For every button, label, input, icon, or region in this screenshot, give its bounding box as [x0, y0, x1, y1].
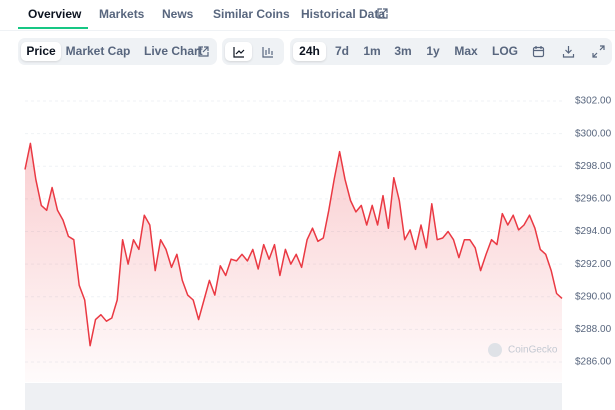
y-tick-label: $292.00 — [575, 259, 612, 270]
y-tick-label: $294.00 — [575, 226, 612, 237]
range-button[interactable]: 3m — [394, 44, 412, 58]
button-group — [222, 38, 284, 65]
range-button[interactable]: LOG — [492, 44, 518, 58]
button-group: 24h 7d 1m 3m 1y Max LOG — [290, 38, 612, 65]
watermark-logo — [488, 343, 502, 357]
calendar-icon[interactable] — [532, 45, 545, 58]
candle-button[interactable] — [254, 42, 281, 61]
price-line — [24, 142, 563, 347]
download-icon[interactable] — [562, 45, 575, 58]
line-button[interactable] — [225, 42, 252, 61]
price-chart: CoinGecko $286.00 $288.00 $290.00 $292.00 $2… — [24, 96, 612, 410]
button-group: Price Market Cap Live Chart — [18, 38, 217, 65]
watermark: CoinGecko — [508, 345, 558, 356]
button[interactable]: Market Cap — [65, 44, 131, 58]
external-icon — [198, 46, 209, 57]
tab[interactable]: Similar Coins — [213, 7, 290, 21]
tab-bar: Overview Markets News Similar Coins Hist… — [0, 0, 615, 31]
range-button[interactable]: 24h — [293, 42, 326, 61]
y-tick-label: $298.00 — [575, 161, 612, 172]
range-button[interactable]: 1y — [426, 44, 440, 58]
button[interactable]: Live Chart — [144, 44, 203, 58]
range-button[interactable]: 1m — [363, 44, 381, 58]
y-tick-label: $290.00 — [575, 291, 612, 302]
external-icon — [377, 8, 388, 19]
tab[interactable]: Historical Data — [301, 7, 386, 21]
y-tick-label: $288.00 — [575, 324, 612, 335]
y-tick-label: $300.00 — [575, 128, 612, 139]
range-button[interactable]: Max — [454, 44, 478, 58]
line-icon — [232, 47, 244, 58]
tab[interactable]: Overview — [28, 7, 82, 21]
area-fill — [25, 143, 562, 382]
range-button[interactable]: 7d — [334, 44, 349, 58]
tab[interactable]: Markets — [99, 7, 145, 21]
tab[interactable]: News — [162, 7, 194, 21]
expand-icon[interactable] — [592, 45, 605, 58]
volume-band — [25, 383, 562, 410]
y-tick-label: $296.00 — [575, 194, 612, 205]
candle-icon — [261, 47, 273, 58]
button[interactable]: Price — [21, 42, 61, 61]
y-tick-label: $302.00 — [575, 96, 612, 107]
y-tick-label: $286.00 — [575, 357, 612, 368]
tab-underline — [18, 27, 88, 29]
